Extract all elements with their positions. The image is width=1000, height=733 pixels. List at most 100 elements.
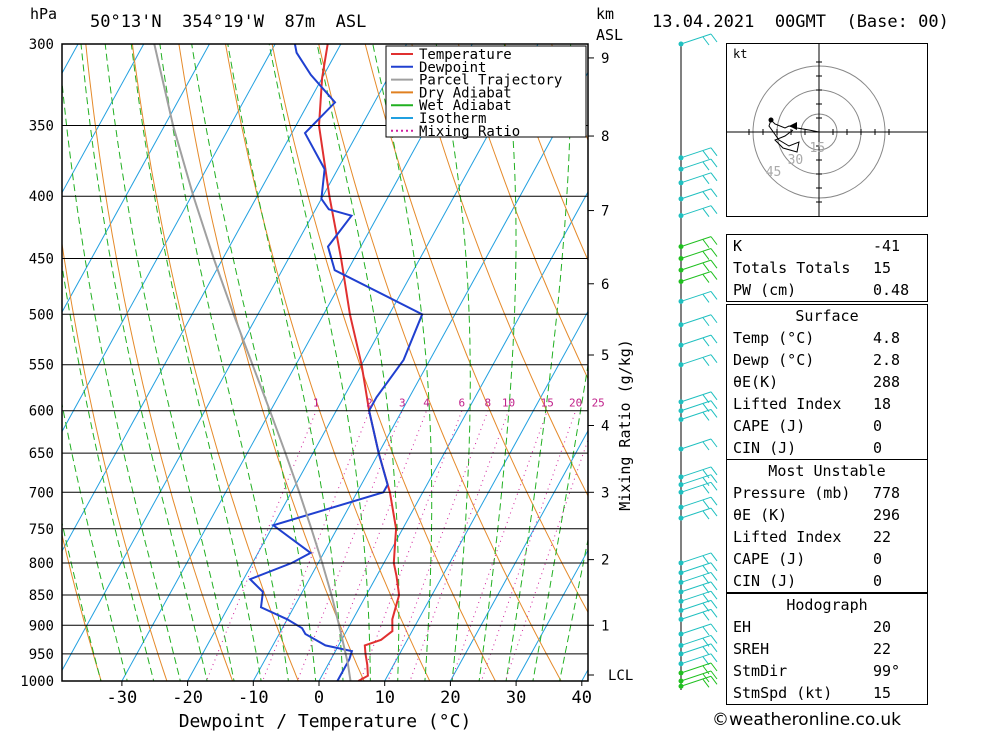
wind-barb-feather [710,635,718,644]
index-label: Lifted Index [733,395,842,413]
temp-tick-label: -30 [107,688,138,708]
wind-barb-staff [680,581,712,593]
wind-barb-feather [702,584,710,594]
wind-barb-staff [680,643,712,655]
index-value: 18 [873,395,892,413]
wind-barb-dot [678,155,684,161]
wet-adiabat-line [227,44,344,681]
wind-barb-feather [710,400,718,410]
wind-barb-feather [710,481,718,491]
wind-barb-dot [678,607,684,613]
index-row: StmDir 99° [727,660,927,682]
wet-adiabat-line [316,44,400,681]
wind-barb-feather [702,262,710,272]
mixing-ratio-label: 6 [459,397,466,410]
wind-barb-feather [710,438,718,448]
x-axis-label: Dewpoint / Temperature (°C) [179,711,472,732]
wind-barb-staff [680,634,712,646]
index-value: 15 [873,684,892,702]
index-row: EH 20 [727,616,927,638]
wind-barb-staff [680,409,712,420]
wind-barb-staff [680,507,712,519]
index-label: Temp (°C) [733,329,815,347]
hodograph-unit-label: kt [733,47,747,61]
wet-adiabat-line [104,44,235,681]
index-value: 288 [873,373,901,391]
wind-barb-feather [710,609,718,618]
mixing-ratio-label: 8 [485,397,492,410]
isotherm-line [121,44,473,681]
isotherm-line [252,71,588,681]
temp-tick-label: -20 [172,688,203,708]
wind-barb-dot [678,474,684,480]
isotherm-line [187,44,539,681]
index-value: 15 [873,259,892,277]
temp-tick-label: 0 [314,688,324,708]
wind-barb-feather [710,552,718,562]
wind-barb-feather [702,477,710,486]
wet-adiabat-line [505,44,572,681]
isotherm-line [62,44,407,672]
height-tick-label: 3 [601,485,609,501]
wind-barb-feather [702,612,710,621]
wind-barb-feather [702,656,710,666]
temp-tick-label: 30 [506,688,526,708]
wind-barb-staff [680,158,712,170]
wind-barb-feather [702,337,710,347]
surface-box: Surface Temp (°C) 4.8 Dewp (°C) 2.8 θE(K) 2… [726,304,928,460]
isotherm-line [62,44,276,433]
credit-link[interactable]: ©weatheronline.co.uk [712,710,902,730]
wind-barb-dot [678,399,684,405]
index-row: CIN (J) 0 [727,437,927,459]
wind-barb-dot [678,362,684,368]
wet-adiabat-line [435,44,471,681]
hodograph-storm-arrow [789,122,797,130]
wind-barb-feather [710,675,718,685]
wind-barb-feather [702,575,710,584]
wind-barb-feather [710,172,718,182]
temp-tick-label: 20 [440,688,460,708]
index-value: 0 [873,572,883,590]
wet-adiabat-line [159,44,289,681]
wind-barb-staff [680,590,712,602]
wind-barb-staff [680,236,712,248]
wind-barb-staff [680,188,712,200]
wind-barb-dot [678,416,684,422]
pressure-tick-label: 800 [29,556,54,572]
pressure-tick-label: 850 [29,588,54,604]
wind-barb-staff [680,172,712,184]
wind-barb-feather [702,251,710,260]
most-unstable-box: Most Unstable Pressure (mb) 778 θE (K) 296… [726,459,928,593]
height-tick-label: 1 [601,618,609,634]
hodograph-panel: kt 15 30 45 [726,43,928,217]
mixing-ratio-label: 20 [569,397,582,410]
wind-barb-feather [702,274,710,283]
pressure-tick-label: 600 [29,404,54,420]
legend-label: Mixing Ratio [419,124,520,140]
wind-barb-dot [678,504,684,510]
wind-barb-staff [680,481,712,493]
wind-barb-feather [710,147,718,157]
wind-barb-dot [678,489,684,495]
wind-barb-feather [702,294,710,303]
wind-barb-staff [680,290,712,302]
dry-adiabat-line [457,44,588,380]
wind-barb-feather [710,236,718,245]
index-row: CAPE (J) 0 [727,548,927,570]
wind-barb-feather [702,626,710,636]
wind-barb-staff [680,653,712,665]
wind-barb-staff [680,599,712,611]
wind-barb-feather [702,665,710,675]
wind-barb-staff [680,623,712,635]
wind-barb-staff [680,354,712,366]
wind-barb-feather [710,623,718,633]
index-value: 99° [873,662,901,680]
wind-barb-feather [710,248,718,257]
wind-barb-staff [680,466,712,478]
mixing-ratio-line [450,410,548,681]
right-axis-label: Mixing Ratio (g/kg) [616,339,634,511]
index-value: 0.48 [873,281,910,299]
wind-barb-feather [710,33,718,43]
mixing-ratio-label: 15 [541,397,554,410]
